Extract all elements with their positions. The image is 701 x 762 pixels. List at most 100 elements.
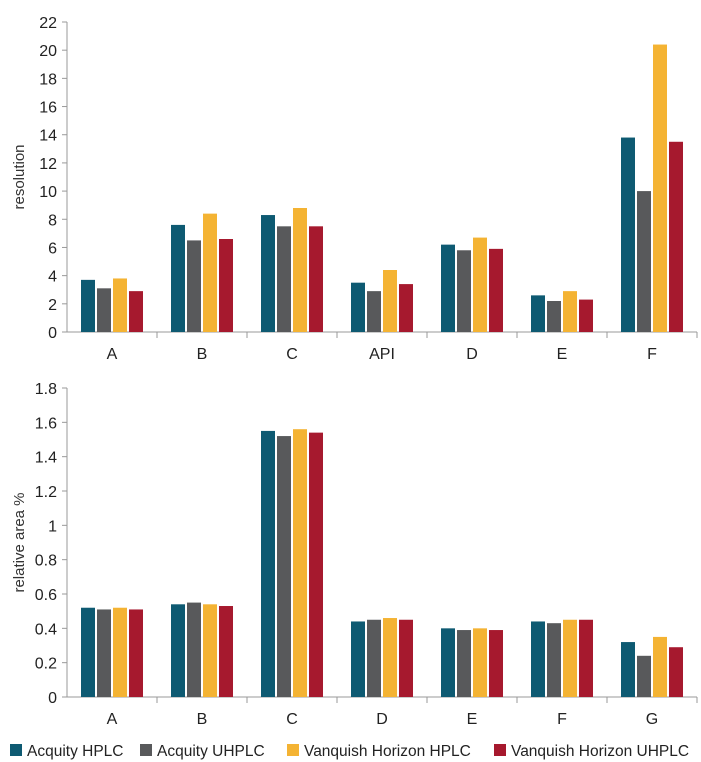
bar: [637, 655, 651, 697]
bar: [293, 429, 307, 697]
bar: [563, 619, 577, 697]
bar: [563, 291, 577, 332]
bar: [473, 237, 487, 332]
y-tick-label: 1.8: [35, 381, 57, 398]
bar: [97, 288, 111, 332]
bar: [351, 282, 365, 332]
x-tick-label: A: [107, 711, 118, 728]
y-tick-label: 12: [39, 156, 57, 173]
bar: [187, 240, 201, 332]
legend-swatch: [287, 744, 299, 756]
bar: [171, 224, 185, 332]
x-tick-label: F: [647, 346, 657, 363]
legend-label: Acquity UHPLC: [157, 743, 265, 760]
bar: [171, 604, 185, 697]
bar: [653, 44, 667, 332]
y-tick-label: 22: [39, 15, 57, 32]
y-tick-label: 20: [39, 43, 57, 60]
bar: [383, 270, 397, 332]
y-tick-label: 0: [48, 690, 57, 707]
legend-swatch: [10, 744, 22, 756]
x-tick-label: B: [197, 346, 208, 363]
x-tick-label: A: [107, 346, 118, 363]
x-tick-label: E: [467, 711, 478, 728]
bar: [669, 647, 683, 697]
y-axis-label: resolution: [11, 144, 28, 209]
y-tick-label: 6: [48, 240, 57, 257]
legend-label: Acquity HPLC: [27, 743, 123, 760]
legend-label: Vanquish Horizon HPLC: [304, 743, 471, 760]
bar: [579, 299, 593, 332]
bar: [97, 609, 111, 697]
y-tick-label: 16: [39, 100, 57, 117]
y-tick-label: 18: [39, 71, 57, 88]
bar: [457, 250, 471, 332]
y-tick-label: 1: [48, 518, 57, 535]
bar: [261, 430, 275, 697]
x-tick-label: C: [286, 346, 298, 363]
bar: [113, 607, 127, 697]
bar: [219, 239, 233, 332]
bar: [113, 278, 127, 332]
bar: [277, 436, 291, 697]
legend-swatch: [140, 744, 152, 756]
y-tick-label: 0.4: [35, 621, 57, 638]
y-tick-label: 1.2: [35, 484, 57, 501]
bar: [293, 208, 307, 332]
y-tick-label: 4: [48, 269, 57, 286]
bar: [547, 623, 561, 697]
bar: [457, 630, 471, 697]
bar: [367, 619, 381, 697]
bar: [203, 604, 217, 697]
bar: [579, 619, 593, 697]
bar: [531, 295, 545, 332]
legend-label: Vanquish Horizon UHPLC: [511, 743, 689, 760]
y-tick-label: 1.4: [35, 450, 57, 467]
bar: [441, 628, 455, 697]
bar: [129, 609, 143, 697]
bar: [621, 137, 635, 332]
bar: [547, 301, 561, 332]
resolution-chart: 0 2 4 6 8 10 12 14 16 18 20 22 resolution A B C API D E F: [11, 15, 698, 363]
bar: [351, 621, 365, 697]
bar: [399, 619, 413, 697]
bar: [277, 226, 291, 332]
bar: [653, 636, 667, 697]
y-tick-label: 8: [48, 212, 57, 229]
bar: [441, 244, 455, 332]
bar: [367, 291, 381, 332]
y-axis-label: relative area %: [11, 492, 28, 592]
x-tick-label: D: [376, 711, 388, 728]
bar: [219, 606, 233, 697]
bar: [81, 279, 95, 332]
bar: [489, 248, 503, 332]
bar: [129, 291, 143, 332]
y-tick-label: 0: [48, 325, 57, 342]
y-tick-label: 10: [39, 184, 57, 201]
y-tick-label: 0.2: [35, 656, 57, 673]
bar: [489, 630, 503, 697]
bar: [531, 621, 545, 697]
x-tick-label: E: [557, 346, 568, 363]
bar: [399, 284, 413, 332]
bar: [621, 642, 635, 697]
y-tick-label: 0.8: [35, 553, 57, 570]
bar: [383, 618, 397, 697]
y-tick-label: 2: [48, 297, 57, 314]
relative-area-chart: 0 0.2 0.4 0.6 0.8 1 1.2 1.4 1.6 1.8 relative area …: [11, 381, 698, 728]
x-tick-label: G: [646, 711, 658, 728]
bar: [187, 602, 201, 697]
x-tick-label: B: [197, 711, 208, 728]
y-tick-label: 1.6: [35, 415, 57, 432]
x-tick-label: D: [466, 346, 478, 363]
chart-legend: Acquity HPLC Acquity UHPLC Vanquish Horizo…: [10, 743, 689, 760]
y-tick-label: 0.6: [35, 587, 57, 604]
x-tick-label: API: [369, 346, 395, 363]
bar: [669, 141, 683, 332]
bar: [203, 213, 217, 332]
bar: [81, 607, 95, 697]
bar: [473, 628, 487, 697]
legend-swatch: [494, 744, 506, 756]
x-tick-label: F: [557, 711, 567, 728]
